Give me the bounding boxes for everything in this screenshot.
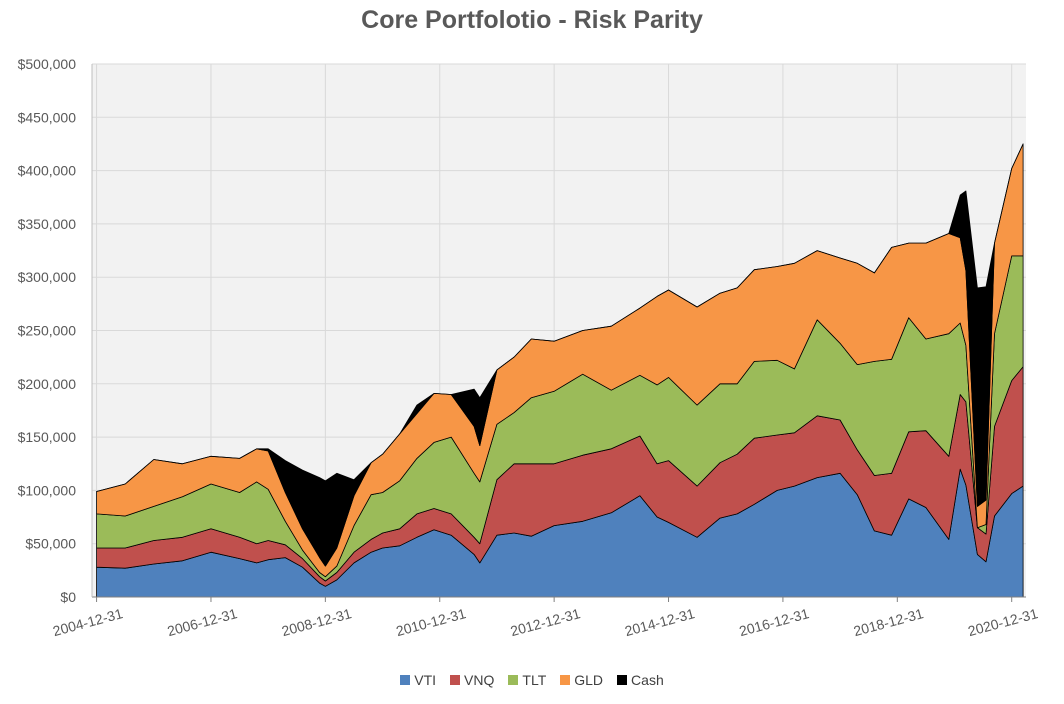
x-tick-label: 2012-12-31 [509, 605, 583, 639]
legend-item-tlt: TLT [508, 672, 546, 688]
legend-label: VNQ [464, 672, 495, 688]
legend-item-vti: VTI [400, 672, 436, 688]
y-tick-label: $50,000 [25, 536, 76, 552]
legend-label: GLD [574, 672, 604, 688]
y-tick-label: $0 [60, 589, 76, 605]
y-tick-label: $300,000 [18, 269, 77, 285]
y-tick-label: $250,000 [18, 323, 77, 339]
legend-item-cash: Cash [617, 672, 664, 688]
y-tick-label: $400,000 [18, 163, 77, 179]
legend-swatch [617, 675, 628, 685]
y-tick-label: $450,000 [18, 109, 77, 125]
area-layer [96, 143, 1024, 598]
x-tick-label: 2006-12-31 [165, 605, 239, 639]
y-tick-label: $500,000 [18, 56, 77, 72]
x-tick-label: 2010-12-31 [394, 605, 468, 639]
legend-swatch [508, 675, 519, 685]
legend: VTI VNQ TLT GLD Cash [0, 672, 1064, 688]
y-tick-label: $100,000 [18, 482, 77, 498]
series-area-cash [96, 143, 1024, 567]
y-tick-label: $350,000 [18, 216, 77, 232]
legend-item-vnq: VNQ [450, 672, 494, 688]
legend-label: VTI [414, 672, 437, 688]
y-tick-label: $200,000 [18, 376, 77, 392]
legend-label: TLT [522, 672, 547, 688]
legend-swatch [560, 675, 571, 685]
legend-swatch [400, 675, 411, 685]
legend-swatch [450, 675, 461, 685]
x-tick-label: 2018-12-31 [852, 605, 926, 639]
y-tick-label: $150,000 [18, 429, 77, 445]
legend-label: Cash [631, 672, 664, 688]
x-tick-label: 2020-12-31 [966, 605, 1040, 639]
legend-item-gld: GLD [560, 672, 603, 688]
chart-title: Core Portfolotio - Risk Parity [361, 6, 703, 34]
x-tick-label: 2016-12-31 [737, 605, 811, 639]
x-tick-label: 2004-12-31 [51, 605, 125, 639]
x-tick-label: 2008-12-31 [280, 605, 354, 639]
x-tick-label: 2014-12-31 [623, 605, 697, 639]
